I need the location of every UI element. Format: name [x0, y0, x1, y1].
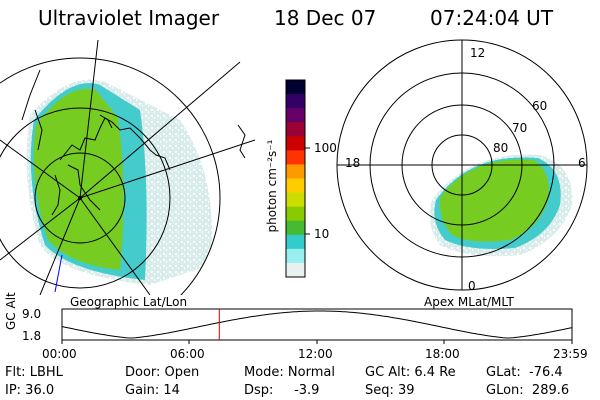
colorbar-frame: [285, 79, 306, 278]
colorbar-segment: [286, 94, 305, 109]
latitude-circles: [0, 57, 221, 295]
mlt-label-12: 12: [470, 46, 486, 60]
info-glat: GLat: -76.4: [486, 365, 563, 380]
mlt-lines: [337, 40, 587, 290]
orbit-track: [54, 254, 63, 293]
colorbar-segment: [286, 220, 305, 236]
colorbar-segment: [286, 178, 305, 194]
timeline-tick-0000: 00:00: [42, 347, 77, 361]
coastlines: [21, 69, 246, 216]
timeline-ymax: 9.0: [22, 307, 42, 321]
info-ip: IP: 36.0: [5, 383, 55, 398]
timeline-tick-1200: 12:00: [298, 347, 333, 361]
timeline-tick-1800: 18:00: [425, 347, 460, 361]
colorbar-segment: [286, 136, 305, 151]
info-gain: Gain: 14: [125, 383, 180, 398]
info-door: Door: Open: [125, 365, 200, 380]
observation-time: 07:24:04 UT: [430, 6, 554, 30]
mlat-label-80: 80: [493, 141, 509, 155]
longitude-lines: [0, 40, 255, 295]
colorbar: [286, 80, 305, 278]
colorbar-unit: photon cm⁻²s⁻¹: [265, 139, 279, 233]
colorbar-segment: [286, 206, 305, 222]
colorbar-tick-10: 10: [314, 227, 330, 241]
timeline-tick-0600: 06:00: [170, 347, 205, 361]
mlt-label-0: 0: [468, 279, 476, 293]
observation-date: 18 Dec 07: [274, 6, 377, 30]
right-panel-label: Apex MLat/MLT: [424, 295, 514, 309]
colorbar-segment: [286, 150, 305, 165]
colorbar-segment: [286, 234, 305, 250]
colorbar-segment: [286, 192, 305, 208]
info-glon: GLon: 289.6: [486, 383, 570, 398]
mlat-label-70: 70: [512, 121, 528, 135]
instrument-title: Ultraviolet Imager: [38, 6, 220, 30]
mlt-label-6: 6: [578, 156, 586, 170]
colorbar-segment: [286, 262, 305, 278]
colorbar-segment: [286, 248, 305, 264]
mag-aurora-green: [439, 159, 549, 242]
colorbar-tick-100: 100: [314, 141, 337, 155]
timeline-tick-2359: 23:59: [553, 347, 588, 361]
pole-marker: [78, 196, 82, 200]
info-seq: Seq: 39: [365, 383, 415, 398]
colorbar-segment: [286, 122, 305, 137]
mlt-label-18: 18: [345, 156, 361, 170]
info-gc-alt: GC Alt: 6.4 Re: [365, 365, 456, 380]
timeline-ymin: 1.8: [22, 329, 42, 343]
colorbar-segment: [286, 80, 305, 95]
info-dsp: Dsp: -3.9: [244, 383, 320, 398]
colorbar-segment: [286, 164, 305, 179]
timeline-ylabel: GC Alt: [4, 292, 18, 330]
colorbar-segment: [286, 108, 305, 123]
left-panel-label: Geographic Lat/Lon: [70, 295, 188, 309]
aurora-green-region: [33, 88, 124, 270]
info-filter: Flt: LBHL: [5, 365, 63, 380]
info-mode: Mode: Normal: [244, 365, 335, 380]
mlat-label-60: 60: [532, 99, 548, 113]
